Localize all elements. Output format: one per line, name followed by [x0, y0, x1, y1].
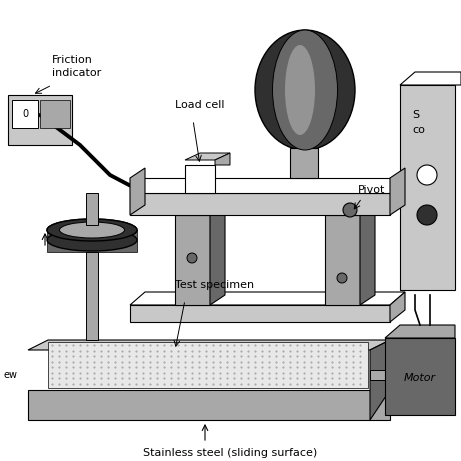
- Polygon shape: [130, 193, 390, 215]
- Text: Stainless steel (sliding surface): Stainless steel (sliding surface): [143, 448, 317, 458]
- Text: ew: ew: [3, 370, 17, 380]
- Polygon shape: [215, 153, 230, 165]
- Polygon shape: [390, 292, 405, 322]
- Polygon shape: [370, 340, 390, 420]
- Polygon shape: [185, 153, 230, 160]
- Circle shape: [187, 253, 197, 263]
- Text: indicator: indicator: [52, 68, 101, 78]
- Polygon shape: [210, 205, 225, 305]
- Polygon shape: [385, 338, 455, 415]
- Text: Friction: Friction: [52, 55, 93, 65]
- Text: Test specimen: Test specimen: [175, 280, 254, 290]
- Circle shape: [417, 165, 437, 185]
- Circle shape: [343, 203, 357, 217]
- Polygon shape: [12, 100, 38, 128]
- Text: S: S: [412, 110, 419, 120]
- Polygon shape: [8, 95, 72, 145]
- Ellipse shape: [47, 229, 137, 251]
- Text: Pivot: Pivot: [358, 185, 385, 195]
- Polygon shape: [130, 178, 390, 193]
- Text: Load cell: Load cell: [175, 100, 225, 110]
- Polygon shape: [47, 230, 137, 252]
- Polygon shape: [28, 390, 390, 420]
- Text: Motor: Motor: [404, 373, 436, 383]
- Text: 0: 0: [22, 109, 28, 119]
- Circle shape: [417, 205, 437, 225]
- Polygon shape: [185, 165, 215, 193]
- Ellipse shape: [255, 30, 355, 150]
- Polygon shape: [400, 72, 461, 85]
- Polygon shape: [325, 205, 375, 215]
- Polygon shape: [40, 100, 70, 128]
- Polygon shape: [370, 370, 385, 380]
- Polygon shape: [175, 205, 225, 215]
- Ellipse shape: [47, 219, 137, 241]
- Polygon shape: [390, 168, 405, 215]
- Polygon shape: [325, 215, 360, 305]
- Polygon shape: [28, 340, 390, 350]
- Polygon shape: [130, 292, 405, 305]
- Text: co: co: [412, 125, 425, 135]
- Polygon shape: [385, 325, 455, 338]
- Polygon shape: [86, 193, 98, 225]
- Polygon shape: [360, 205, 375, 305]
- Ellipse shape: [285, 45, 315, 135]
- Polygon shape: [400, 85, 455, 290]
- Polygon shape: [290, 148, 318, 178]
- Ellipse shape: [59, 222, 124, 238]
- Polygon shape: [48, 342, 368, 388]
- Ellipse shape: [47, 219, 137, 241]
- Ellipse shape: [272, 30, 337, 150]
- Polygon shape: [86, 252, 98, 340]
- Circle shape: [337, 273, 347, 283]
- Polygon shape: [175, 215, 210, 305]
- Polygon shape: [130, 305, 390, 322]
- Polygon shape: [130, 168, 145, 215]
